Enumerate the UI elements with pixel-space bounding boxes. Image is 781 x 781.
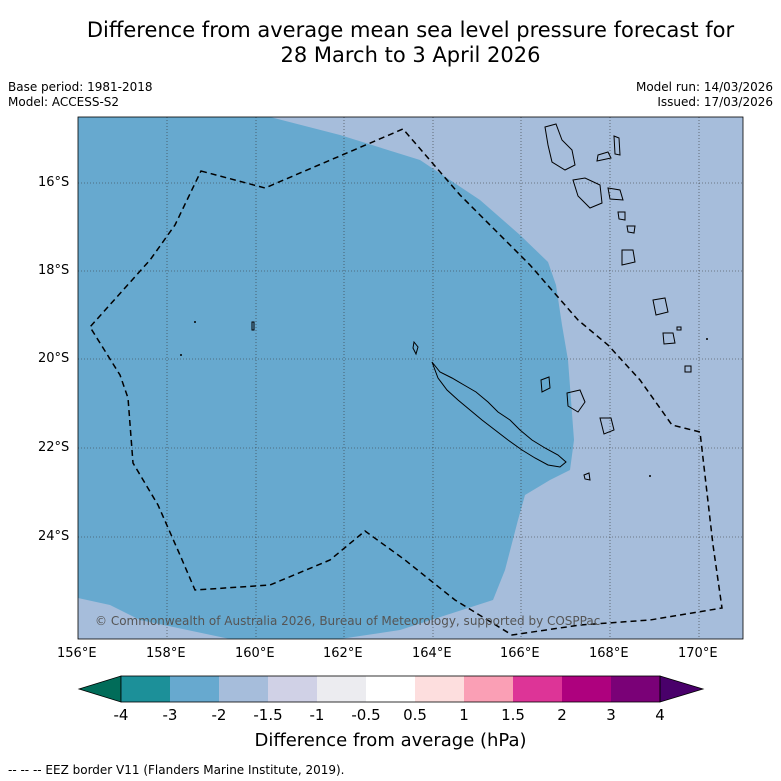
chart-title: Difference from average mean sea level p… <box>40 18 781 68</box>
title-line-1: Difference from average mean sea level p… <box>86 18 735 42</box>
colorbar-segment <box>513 676 562 702</box>
field-dark <box>78 117 574 639</box>
colorbar-segment <box>366 676 415 702</box>
colorbar-extend-high <box>659 675 705 703</box>
cb-tick-1-5: 1.5 <box>501 706 525 724</box>
eez-footnote: -- -- -- EEZ border V11 (Flanders Marine… <box>8 763 345 777</box>
lon-label-162e: 162°E <box>323 646 363 661</box>
loyalty-mare <box>599 417 615 435</box>
belep-islands <box>412 340 419 356</box>
cb-tick-minus4: -4 <box>113 706 129 724</box>
cb-tick-3: 3 <box>606 706 616 724</box>
gridlines <box>78 117 743 639</box>
lon-label-156e: 156°E <box>57 646 97 661</box>
meta-right: Model run: 14/03/2026 Issued: 17/03/2026 <box>636 80 773 110</box>
base-period: Base period: 1981-2018 <box>8 80 153 94</box>
cb-tick-minus0-5: -0.5 <box>351 706 381 724</box>
colorbar-segment <box>219 676 268 702</box>
colorbar-segment <box>268 676 317 702</box>
title-line-2: 28 March to 3 April 2026 <box>280 43 541 67</box>
new-caledonia-coast <box>431 361 567 468</box>
colorbar-extend-low <box>77 675 122 703</box>
cb-tick-minus2: -2 <box>211 706 227 724</box>
colorbar-segment <box>611 676 660 702</box>
lat-label-16s: 16°S <box>38 175 70 190</box>
cb-tick-minus3: -3 <box>162 706 178 724</box>
cb-tick-minus1: -1 <box>309 706 325 724</box>
cb-tick-0-5: 0.5 <box>403 706 427 724</box>
loyalty-ouvea <box>540 376 551 393</box>
lon-label-158e: 158°E <box>146 646 186 661</box>
lat-label-24s: 24°S <box>38 529 70 544</box>
colorbar-segment <box>464 676 513 702</box>
loyalty-lifou <box>566 389 586 413</box>
lon-label-166e: 166°E <box>500 646 540 661</box>
cb-tick-minus1-5: -1.5 <box>253 706 283 724</box>
lat-label-22s: 22°S <box>38 440 70 455</box>
lon-label-170e: 170°E <box>678 646 718 661</box>
colorbar-segment <box>121 676 170 702</box>
lon-label-164e: 164°E <box>412 646 452 661</box>
eez-border <box>89 128 723 636</box>
colorbar-frame <box>120 675 661 703</box>
copyright-notice: © Commonwealth of Australia 2026, Bureau… <box>95 614 601 628</box>
lat-label-18s: 18°S <box>38 263 70 278</box>
cb-tick-4: 4 <box>655 706 665 724</box>
colorbar-label: Difference from average (hPa) <box>254 730 527 751</box>
model-name: Model: ACCESS-S2 <box>8 95 120 109</box>
colorbar-segment <box>562 676 611 702</box>
cb-tick-1: 1 <box>459 706 469 724</box>
colorbar-segment <box>170 676 219 702</box>
lon-label-168e: 168°E <box>589 646 629 661</box>
isle-of-pines <box>583 472 591 481</box>
cb-tick-2: 2 <box>557 706 567 724</box>
chesterfield-islet <box>251 321 255 331</box>
colorbar <box>77 675 705 703</box>
model-run: Model run: 14/03/2026 <box>635 80 773 94</box>
lon-label-160e: 160°E <box>235 646 275 661</box>
vanuatu-coast <box>544 123 692 373</box>
colorbar-segment <box>415 676 464 702</box>
colorbar-segment <box>317 676 366 702</box>
meta-left: Base period: 1981-2018 Model: ACCESS-S2 <box>8 80 153 110</box>
lat-label-20s: 20°S <box>38 351 70 366</box>
issued-date: Issued: 17/03/2026 <box>657 95 773 109</box>
